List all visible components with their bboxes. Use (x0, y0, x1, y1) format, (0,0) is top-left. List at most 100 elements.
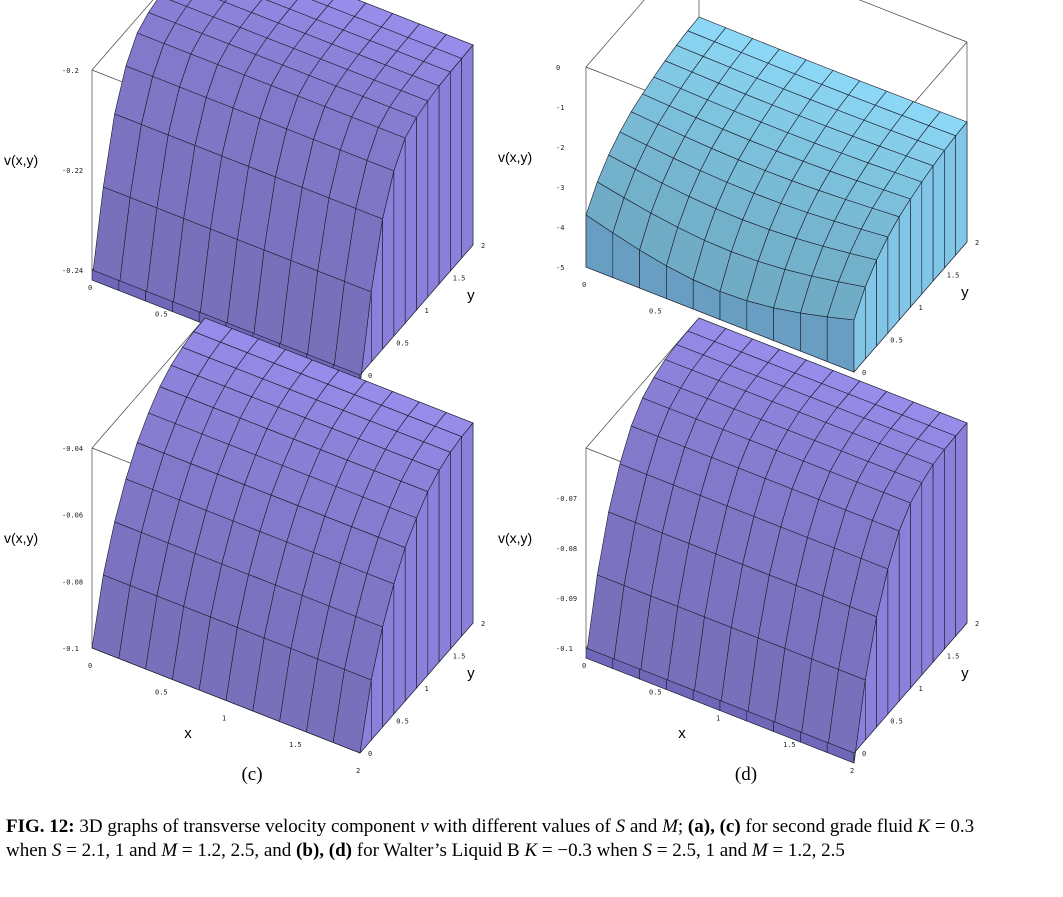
y-axis-label: y (467, 287, 475, 304)
y-tick-label: 0.5 (396, 718, 409, 726)
caption-var-k: K (917, 816, 931, 837)
surface-side (826, 316, 855, 373)
z-tick-label: -2 (556, 144, 564, 152)
z-axis-label: v(x,y) (498, 149, 532, 165)
x-tick-label: 0 (582, 281, 586, 289)
z-tick-label: -0.22 (62, 167, 83, 175)
surface-side (393, 137, 406, 337)
y-tick-label: 0 (368, 372, 372, 380)
surface-side (427, 470, 440, 676)
y-axis-label: y (467, 665, 475, 682)
surface-side (438, 451, 451, 663)
z-tick-label: -0.07 (556, 495, 577, 503)
figure-caption: FIG. 12: 3D graphs of transverse velocit… (6, 815, 1006, 863)
caption-text: for second grade fluid (740, 816, 918, 837)
y-tick-label: 1.5 (947, 653, 960, 661)
y-tick-label: 1.5 (947, 272, 960, 280)
caption-text: = 2.5, 1 and (651, 840, 752, 861)
surface-side (450, 57, 463, 272)
surface-side (427, 85, 440, 298)
surface-side (910, 482, 923, 689)
x-tick-label: 0.5 (155, 310, 168, 318)
x-tick-label: 2 (356, 767, 360, 775)
caption-text: with different values of (428, 816, 616, 837)
surface-side (921, 463, 934, 676)
caption-var-m: M (751, 840, 768, 861)
box-edge (585, 0, 645, 68)
surface-side (416, 100, 429, 311)
surface-side (932, 149, 945, 282)
panel-label: (d) (735, 764, 757, 785)
z-tick-label: -0.08 (556, 545, 577, 553)
z-axis-label: v(x,y) (498, 530, 532, 546)
z-tick-label: -0.06 (62, 512, 83, 520)
caption-panels-bd: (b), (d) (296, 840, 352, 861)
x-tick-label: 0 (88, 662, 92, 670)
surface-side (404, 117, 417, 324)
caption-var-m: M (161, 840, 178, 861)
caption-var-v: v (420, 816, 429, 837)
x-tick-label: 0.5 (155, 688, 168, 696)
x-tick-label: 1 (222, 715, 226, 723)
z-tick-label: -0.09 (556, 595, 577, 603)
caption-text: = 1.2, 2.5, and (177, 840, 297, 861)
z-tick-label: 0 (556, 64, 560, 72)
surface-side (944, 134, 957, 269)
y-tick-label: 2 (481, 620, 485, 628)
figure-canvas: 0 0.5 1 1.5 2 0 0.5 1 1.5 2 -0.2 -0.22 -0.24 v(x,y) x y… (4, 0, 979, 785)
x-tick-label: 0.5 (649, 688, 662, 696)
box-edge (91, 317, 206, 449)
box-edge (91, 0, 154, 71)
panel-label: (c) (241, 764, 262, 785)
caption-text: for Walter’s Liquid B (352, 840, 525, 861)
y-tick-label: 1 (919, 685, 923, 693)
surface-side (773, 307, 801, 352)
caption-label: FIG. 12: (6, 816, 75, 837)
y-tick-label: 0.5 (396, 340, 409, 348)
y-tick-label: 1 (425, 685, 429, 693)
caption-var-k: K (524, 840, 538, 861)
z-tick-label: -5 (556, 264, 564, 272)
surface-side (955, 121, 968, 256)
surface-side (438, 71, 451, 285)
y-tick-label: 2 (481, 242, 485, 250)
x-tick-label: 0 (88, 284, 92, 292)
y-tick-label: 1 (919, 304, 923, 312)
y-axis-label: y (961, 665, 969, 682)
y-tick-label: 0.5 (890, 337, 903, 345)
surface-side (910, 181, 923, 308)
surface-side (461, 422, 474, 637)
surface-side (955, 422, 968, 637)
x-tick-label: 2 (850, 767, 854, 775)
caption-var-s: S (615, 816, 626, 837)
z-tick-label: -0.1 (556, 645, 573, 653)
y-tick-label: 1 (425, 307, 429, 315)
y-tick-label: 1.5 (453, 653, 466, 661)
x-axis-label: x (678, 725, 686, 742)
surface-side (746, 300, 774, 341)
x-tick-label: 1.5 (783, 741, 796, 749)
x-axis-label: x (184, 725, 192, 742)
caption-var-m: M (662, 816, 678, 837)
caption-text: = 2.1, 1 and (61, 840, 162, 861)
surface-side (898, 197, 911, 321)
z-tick-label: -0.2 (62, 67, 79, 75)
chart-panel-d: 0 0.5 1 1.5 2 0 0.5 1 1.5 2 -0.07 -0.08 -0.09 -0.1 v(x… (498, 317, 979, 775)
caption-text: 3D graphs of transverse velocity compone… (74, 816, 421, 837)
z-axis-label: v(x,y) (4, 152, 38, 168)
chart-panel-c: 0 0.5 1 1.5 2 0 0.5 1 1.5 2 -0.04 -0.06 -0.08 -0.1 v(x… (4, 317, 485, 775)
x-tick-label: 1.5 (289, 741, 302, 749)
y-tick-label: 1.5 (453, 275, 466, 283)
surface-side (800, 312, 828, 362)
surface-side (887, 215, 900, 334)
caption-text: = −0.3 when (537, 840, 643, 861)
caption-text: and (625, 816, 663, 837)
caption-var-s: S (51, 840, 62, 861)
z-axis-label: v(x,y) (4, 530, 38, 546)
caption-panels-ac: (a), (c) (687, 816, 741, 837)
y-tick-label: 0 (368, 750, 372, 758)
y-tick-label: 0 (862, 369, 866, 377)
y-axis-label: y (961, 284, 969, 301)
z-tick-label: -0.1 (62, 645, 79, 653)
